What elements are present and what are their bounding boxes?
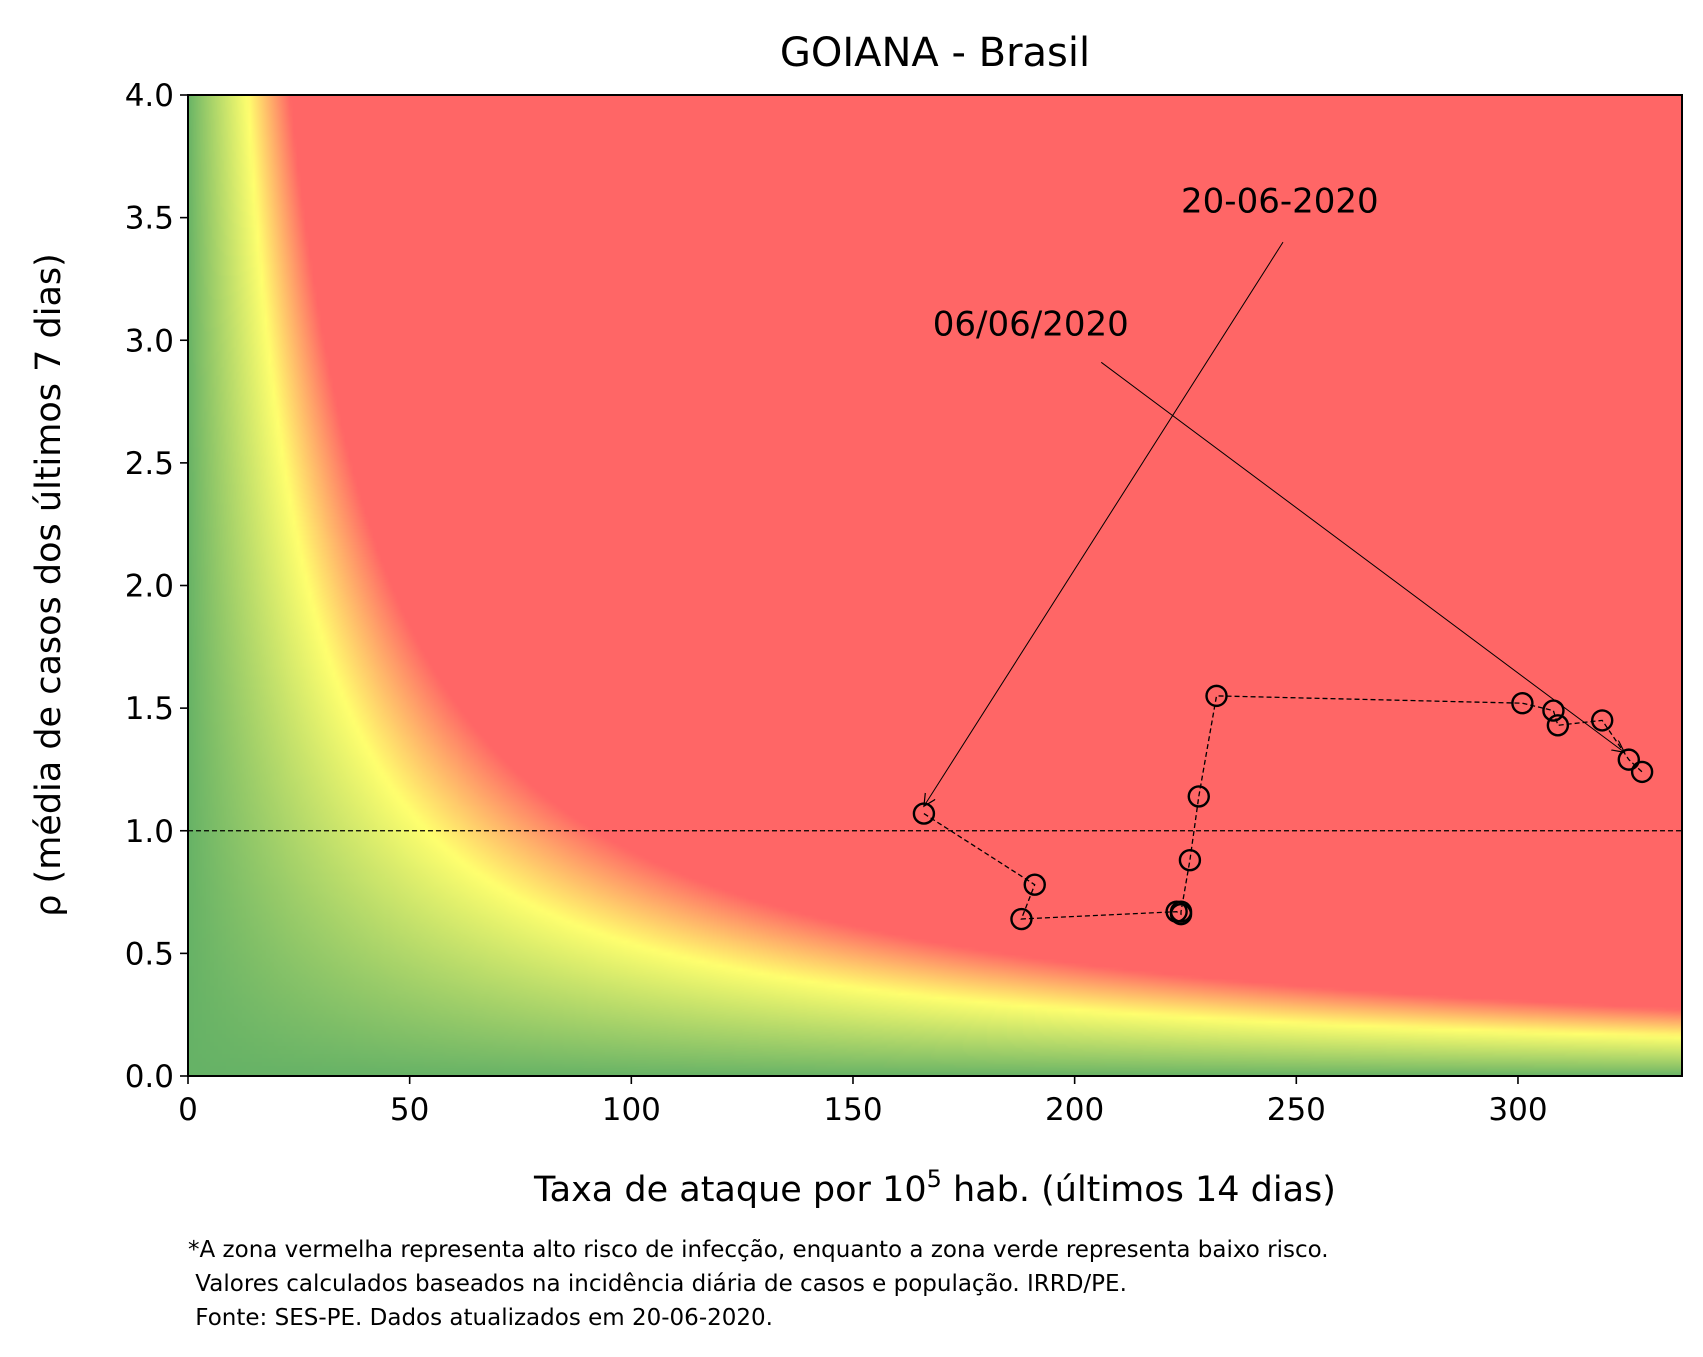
data-point [1205, 684, 1228, 708]
y-tick-label: 2.0 [125, 569, 174, 605]
annotation-arrow [924, 241, 1284, 806]
x-tick-label: 100 [602, 1092, 661, 1128]
annotation-label: 06/06/2020 [933, 304, 1129, 344]
data-point [1511, 692, 1534, 715]
data-point [1630, 760, 1654, 784]
footnote-line-2: Valores calculados baseados na incidênci… [188, 1271, 1127, 1297]
data-point [1169, 900, 1193, 923]
x-tick-label: 250 [1267, 1092, 1326, 1128]
x-tick-label: 50 [390, 1092, 429, 1128]
data-point [1187, 785, 1210, 808]
y-axis-label: ρ (média de casos dos últimos 7 dias) [29, 253, 69, 917]
y-axis: 0.0 0.5 1.0 1.5 2.0 2.5 3.0 3.5 4.0 [125, 78, 188, 1095]
y-tick-label: 4.0 [125, 78, 174, 114]
y-tick-label: 1.5 [125, 691, 174, 727]
y-tick-label: 0.0 [125, 1059, 174, 1095]
y-tick-label: 3.5 [125, 201, 174, 237]
y-tick-label: 2.5 [125, 446, 174, 482]
data-point [1178, 848, 1202, 872]
footnote-line-3: Fonte: SES-PE. Dados atualizados em 20-0… [188, 1305, 773, 1331]
data-point [1023, 873, 1046, 896]
annotation-layer: 20-06-2020 06/06/2020 [924, 182, 1624, 807]
x-axis-label: Taxa de ataque por 105 hab. (últimos 14 … [533, 1165, 1336, 1210]
risk-heatmap [188, 95, 1682, 1076]
footnote-line-1: *A zona vermelha representa alto risco d… [188, 1237, 1329, 1263]
data-point [1542, 699, 1565, 722]
data-point [1010, 907, 1033, 931]
x-tick-label: 300 [1488, 1092, 1547, 1128]
data-point [1546, 714, 1570, 737]
x-axis: 0 50 100 150 200 250 300 [178, 1076, 1548, 1128]
x-tick-label: 150 [823, 1092, 882, 1128]
annotation-label: 20-06-2020 [1181, 182, 1379, 222]
x-tick-label: 0 [178, 1092, 198, 1128]
y-tick-label: 0.5 [125, 936, 174, 972]
data-point [1591, 709, 1614, 732]
y-tick-label: 1.0 [125, 814, 174, 850]
heatmap-image [188, 95, 1682, 1076]
chart-title: GOIANA - Brasil [780, 30, 1090, 76]
series-line [923, 695, 1643, 920]
x-axis-label-main: Taxa de ataque por 10 [533, 1170, 927, 1210]
x-axis-label-rest: hab. (últimos 14 dias) [942, 1170, 1336, 1210]
series-layer [912, 684, 1654, 931]
data-point [1617, 748, 1641, 771]
x-axis-label-exponent: 5 [927, 1165, 942, 1193]
x-tick-label: 200 [1045, 1092, 1104, 1128]
y-tick-label: 3.0 [125, 323, 174, 359]
annotation-arrow [1100, 361, 1624, 752]
